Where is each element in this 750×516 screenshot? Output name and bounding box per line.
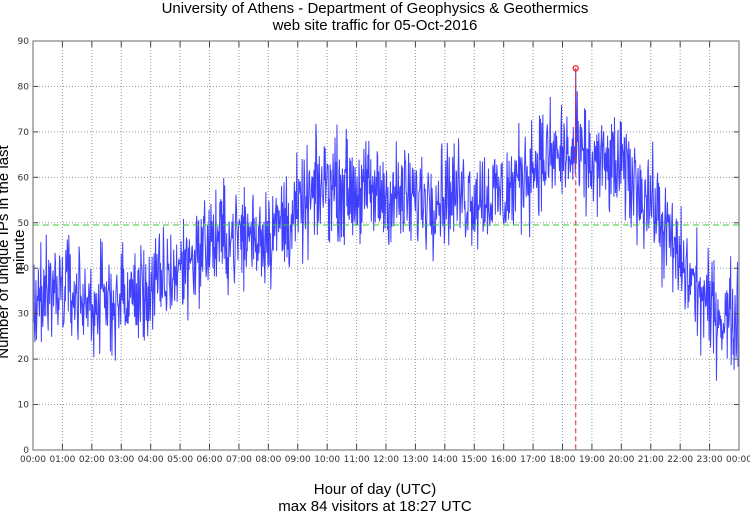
x-tick-label: 21:00 [638, 455, 664, 465]
plot-frame [32, 40, 740, 451]
x-tick-label: 12:00 [373, 455, 399, 465]
x-tick-label: 10:00 [314, 455, 340, 465]
y-tick-label: 60 [18, 173, 30, 183]
series-group [32, 68, 740, 381]
x-tick-label: 18:00 [550, 455, 576, 465]
grid-lines [33, 41, 739, 450]
y-tick-label: 80 [18, 82, 30, 92]
y-tick-label: 10 [18, 401, 30, 411]
x-tick-label: 19:00 [579, 455, 605, 465]
x-axis-label: Hour of day (UTC) [313, 481, 437, 498]
x-tick-label: 17:00 [520, 455, 546, 465]
chart-subtitle: web site traffic for 05-Oct-2016 [272, 17, 478, 34]
y-tick-label: 20 [18, 355, 30, 365]
x-tick-label: 13:00 [402, 455, 428, 465]
y-tick-label: 40 [18, 264, 30, 274]
x-tick-label: 00:00 [726, 455, 750, 465]
x-tick-label: 22:00 [667, 455, 693, 465]
x-tick-label: 05:00 [167, 455, 193, 465]
series-line [32, 68, 740, 381]
x-tick-label: 15:00 [461, 455, 487, 465]
x-tick-label: 03:00 [108, 455, 134, 465]
x-tick-label: 04:00 [138, 455, 164, 465]
y-tick-label: 70 [18, 128, 30, 138]
peak-annotation: max 84 visitors at 18:27 UTC [278, 498, 472, 515]
x-tick-label: 00:00 [20, 455, 46, 465]
x-tick-label: 11:00 [344, 455, 370, 465]
y-tick-label: 50 [18, 219, 30, 229]
peak-marker [572, 65, 579, 72]
y-tick-label: 0 [23, 446, 29, 456]
x-tick-label: 07:00 [226, 455, 252, 465]
x-tick-label: 02:00 [79, 455, 105, 465]
x-tick-label: 08:00 [255, 455, 281, 465]
x-tick-label: 23:00 [697, 455, 723, 465]
overlay-group [33, 65, 739, 450]
x-tick-label: 16:00 [491, 455, 517, 465]
x-tick-label: 09:00 [285, 455, 311, 465]
y-tick-label: 30 [18, 310, 30, 320]
y-tick-label: 90 [18, 37, 30, 47]
x-tick-label: 20:00 [608, 455, 634, 465]
axes-group [32, 40, 740, 451]
x-tick-label: 06:00 [197, 455, 223, 465]
x-tick-label: 01:00 [49, 455, 75, 465]
x-tick-label: 14:00 [432, 455, 458, 465]
chart-title: University of Athens - Department of Geo… [161, 0, 589, 17]
